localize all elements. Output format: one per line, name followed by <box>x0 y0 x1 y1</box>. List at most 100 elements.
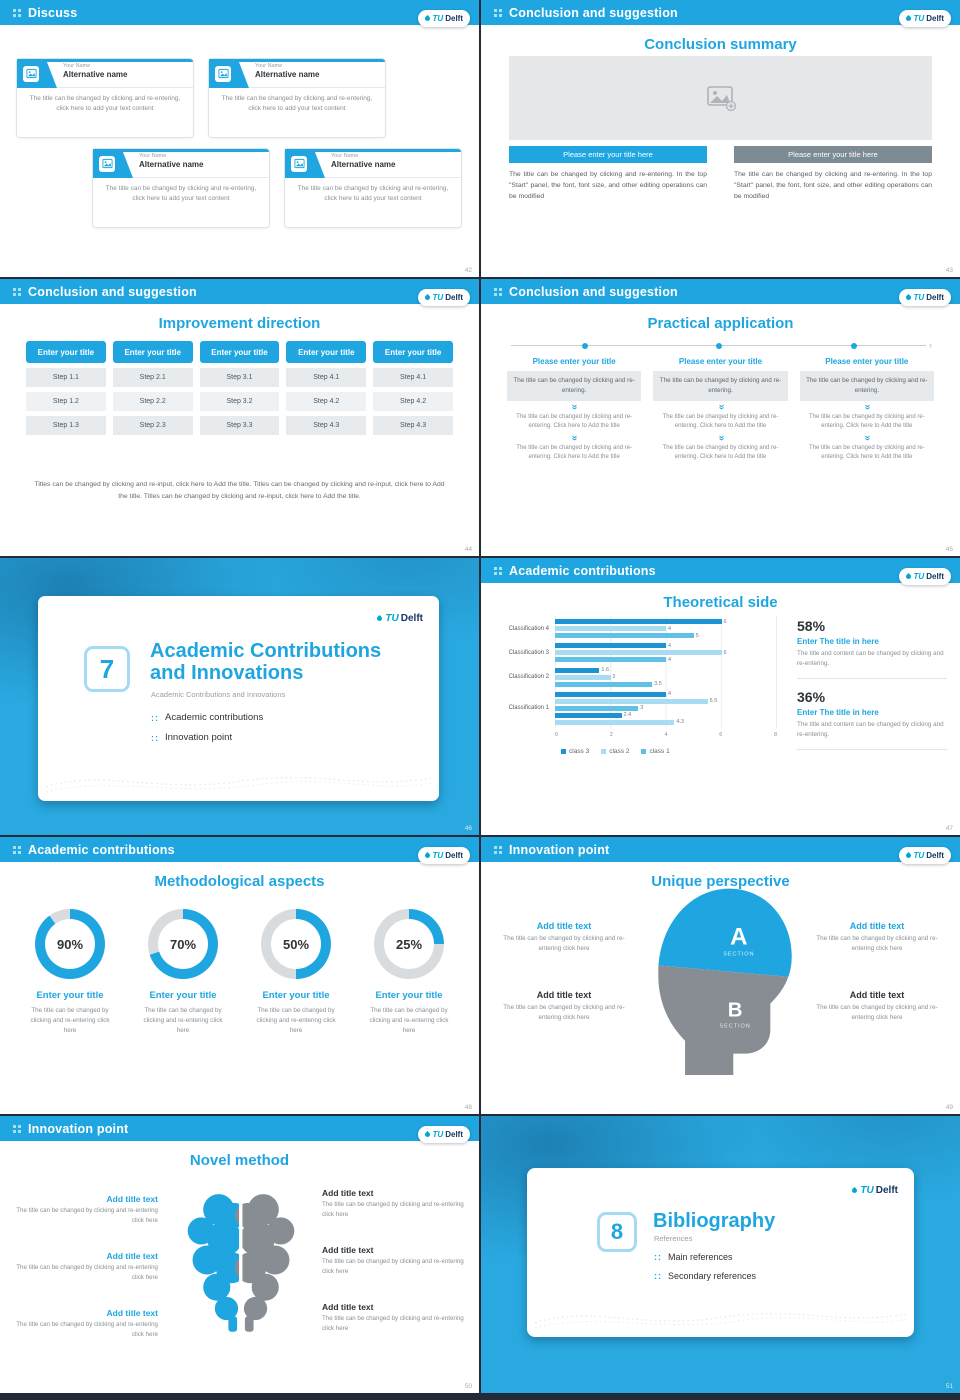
logo-tu-text: TU <box>860 1184 874 1196</box>
donut-title[interactable]: Enter your title <box>36 990 104 1001</box>
column-title-button[interactable]: Enter your title <box>286 341 367 363</box>
card-name-small: Your Name <box>255 63 283 69</box>
logo-delft-text: Delft <box>926 14 944 23</box>
block-title[interactable]: Add title text <box>849 990 905 1000</box>
column-box: The title can be changed by clicking and… <box>799 371 934 401</box>
bullet-label: Innovation point <box>165 732 233 743</box>
card-body-text: The title can be changed by clicking and… <box>297 185 449 203</box>
discuss-card[interactable]: Your Name Alternative name The title can… <box>92 148 270 228</box>
discuss-card[interactable]: Your Name Alternative name The title can… <box>284 148 462 228</box>
logo-delft-text: Delft <box>926 293 944 302</box>
slide-51-section-divider[interactable]: TU Delft 8 Bibliography References :: Main… <box>481 1116 960 1393</box>
section-subtitle: References <box>654 1234 693 1243</box>
slide-46-section-divider[interactable]: TU Delft 7 Academic Contributions and Inn… <box>0 558 479 835</box>
block-title[interactable]: Add title text <box>536 990 592 1000</box>
slide-44-improvement-direction[interactable]: Conclusion and suggestion TU Delft Improv… <box>0 279 479 556</box>
block-title[interactable]: Add title text <box>849 921 905 931</box>
block-title[interactable]: Add title text <box>106 1194 158 1204</box>
discuss-card[interactable]: Your Name Alternative name The title can… <box>16 58 194 138</box>
slide-48-methodological-aspects[interactable]: Academic contributions TU Delft Methodolo… <box>0 837 479 1114</box>
title-button-blue[interactable]: Please enter your title here <box>509 146 707 163</box>
practical-column: Please enter your title The title can be… <box>653 357 788 463</box>
image-placeholder[interactable] <box>509 56 932 140</box>
slide-49-unique-perspective[interactable]: Innovation point TU Delft Unique perspect… <box>481 837 960 1114</box>
slide-header: Discuss <box>0 0 479 25</box>
column-title[interactable]: Please enter your title <box>825 357 909 366</box>
title-button-gray[interactable]: Please enter your title here <box>734 146 932 163</box>
slide-header-title: Discuss <box>28 5 78 20</box>
block-title[interactable]: Add title text <box>536 921 592 931</box>
slide-43-conclusion-summary[interactable]: Conclusion and suggestion TU Delft Conclu… <box>481 0 960 277</box>
text-block: Add title text The title can be changed … <box>322 1245 464 1276</box>
card-names: Your Name Alternative name <box>63 63 127 79</box>
header-grid-icon <box>13 8 21 17</box>
page-number: 42 <box>464 267 472 274</box>
slide-title: Unique perspective <box>651 873 790 890</box>
discuss-card[interactable]: Your Name Alternative name The title can… <box>208 58 386 138</box>
column-title-button[interactable]: Enter your title <box>373 341 453 363</box>
column-title-button[interactable]: Enter your title <box>199 341 280 363</box>
logo-delft-text: Delft <box>875 1184 898 1196</box>
donut-chart: 25% <box>374 909 444 979</box>
header-grid-icon <box>494 287 502 296</box>
column-step-text: The title can be changed by clicking and… <box>808 444 925 461</box>
column-step-text: The title can be changed by clicking and… <box>808 413 925 430</box>
tudelft-logo: TU Delft <box>898 289 951 306</box>
card-tab <box>209 59 249 88</box>
tudelft-logo: TU Delft <box>376 608 423 628</box>
slide-header: Innovation point <box>0 1116 479 1141</box>
donut-percent: 90% <box>56 936 84 952</box>
column-title[interactable]: Please enter your title <box>678 357 763 366</box>
donut-body: The title can be changed by clicking and… <box>143 1007 223 1035</box>
card-tab <box>93 149 133 178</box>
column-title-button[interactable]: Enter your title <box>26 341 106 363</box>
block-title[interactable]: Add title text <box>106 1308 158 1318</box>
section-bullets: :: Academic contributions :: Innovation po… <box>151 712 263 752</box>
donut-title[interactable]: Enter your title <box>262 990 330 1001</box>
head-silhouette: A SECTION B SECTION <box>658 888 792 1075</box>
block-title[interactable]: Add title text <box>106 1251 158 1261</box>
text-block: Add title text The title can be changed … <box>16 1251 158 1282</box>
tudelft-logo: TU Delft <box>898 847 951 864</box>
donut-percent: 50% <box>282 936 310 952</box>
summary-body-right: The title can be changed by clicking and… <box>734 171 932 201</box>
column-title-button[interactable]: Enter your title <box>112 341 193 363</box>
card-tab <box>17 59 57 88</box>
donut-title[interactable]: Enter your title <box>149 990 217 1001</box>
column-title[interactable]: Please enter your title <box>532 357 616 366</box>
timeline-dot <box>851 342 858 349</box>
card-tab <box>285 149 325 178</box>
section-a-letter: A <box>730 923 747 950</box>
tudelft-logo: TU Delft <box>417 289 470 306</box>
step-cell: Step 3.3 <box>199 416 280 435</box>
flame-icon <box>904 293 912 302</box>
block-title[interactable]: Add title text <box>322 1188 374 1198</box>
stat-title[interactable]: Enter The title in here <box>797 637 879 646</box>
slide-42-discuss[interactable]: Discuss TU Delft Your Name Alternative na… <box>0 0 479 277</box>
slide-47-theoretical-side[interactable]: Academic contributions TU Delft Theoretic… <box>481 558 960 835</box>
card-body-text: The title can be changed by clicking and… <box>221 95 373 113</box>
text-block: Add title text The title can be changed … <box>16 1308 158 1339</box>
donut-title[interactable]: Enter your title <box>375 990 443 1001</box>
bullet-icon: :: <box>654 1252 662 1262</box>
bullet-item: :: Academic contributions <box>151 712 263 723</box>
section-title-line2: and Innovations <box>150 662 304 685</box>
block-title[interactable]: Add title text <box>322 1245 374 1255</box>
card-top: Your Name Alternative name <box>17 59 193 88</box>
slide-header-title: Conclusion and suggestion <box>509 5 678 20</box>
page-number: 45 <box>945 546 953 553</box>
slide-50-novel-method[interactable]: Innovation point TU Delft Novel method Ad… <box>0 1116 479 1393</box>
page-number: 51 <box>945 1383 953 1390</box>
logo-tu-text: TU <box>432 293 444 302</box>
double-chevron-down-icon <box>653 401 787 413</box>
block-body: The title can be changed by clicking and… <box>16 1264 158 1281</box>
step-column: Enter your title Step 2.1 Step 2.2 Step … <box>112 341 193 435</box>
chart-groups: Classification 4 6 4 5 Classification 3 4 6 4 Cl… <box>508 618 727 726</box>
image-icon <box>291 155 307 172</box>
card-top: Your Name Alternative name <box>209 59 385 88</box>
tudelft-logo: TU Delft <box>417 1126 470 1143</box>
slide-45-practical-application[interactable]: Conclusion and suggestion TU Delft Practi… <box>481 279 960 556</box>
card-names: Your Name Alternative name <box>331 153 395 169</box>
stat-title[interactable]: Enter The title in here <box>797 708 879 718</box>
block-title[interactable]: Add title text <box>322 1302 374 1312</box>
